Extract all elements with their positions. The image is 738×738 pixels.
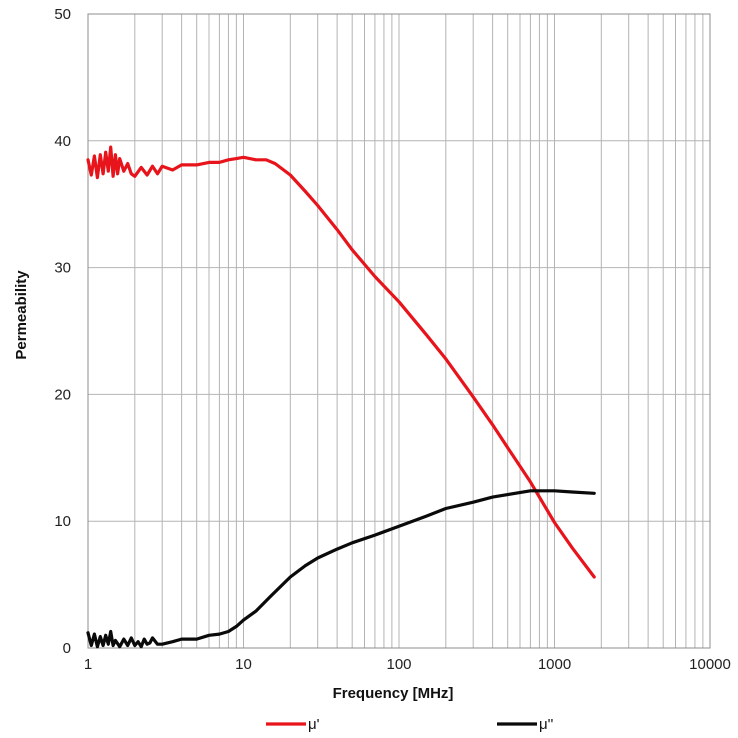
- series-line-mu-double-prime: [86, 489, 596, 649]
- y-tick-label: 10: [54, 513, 71, 530]
- x-axis-title: Frequency [MHz]: [333, 685, 454, 702]
- x-tick-label: 10000: [689, 656, 731, 673]
- grid: [87, 13, 710, 649]
- legend-label: μ'': [539, 716, 554, 733]
- x-tick-label: 100: [386, 656, 411, 673]
- series-line-mu-prime: [86, 145, 596, 579]
- legend-label: μ': [308, 716, 320, 733]
- x-tick-label: 10: [235, 656, 252, 673]
- series-lines: [86, 145, 596, 649]
- y-axis-title: Permeability: [13, 270, 30, 360]
- y-tick-label: 20: [54, 386, 71, 403]
- x-tick-label: 1: [84, 656, 92, 673]
- plot-frame: [87, 13, 711, 649]
- y-tick-label: 0: [63, 640, 71, 657]
- tick-labels: 1 10 100 1000 10000 0 10 20 30 40 50: [54, 6, 731, 673]
- x-tick-label: 1000: [538, 656, 571, 673]
- y-tick-label: 40: [54, 133, 71, 150]
- y-tick-label: 50: [54, 6, 71, 23]
- legend: μ' μ'': [266, 716, 554, 733]
- y-tick-label: 30: [54, 260, 71, 277]
